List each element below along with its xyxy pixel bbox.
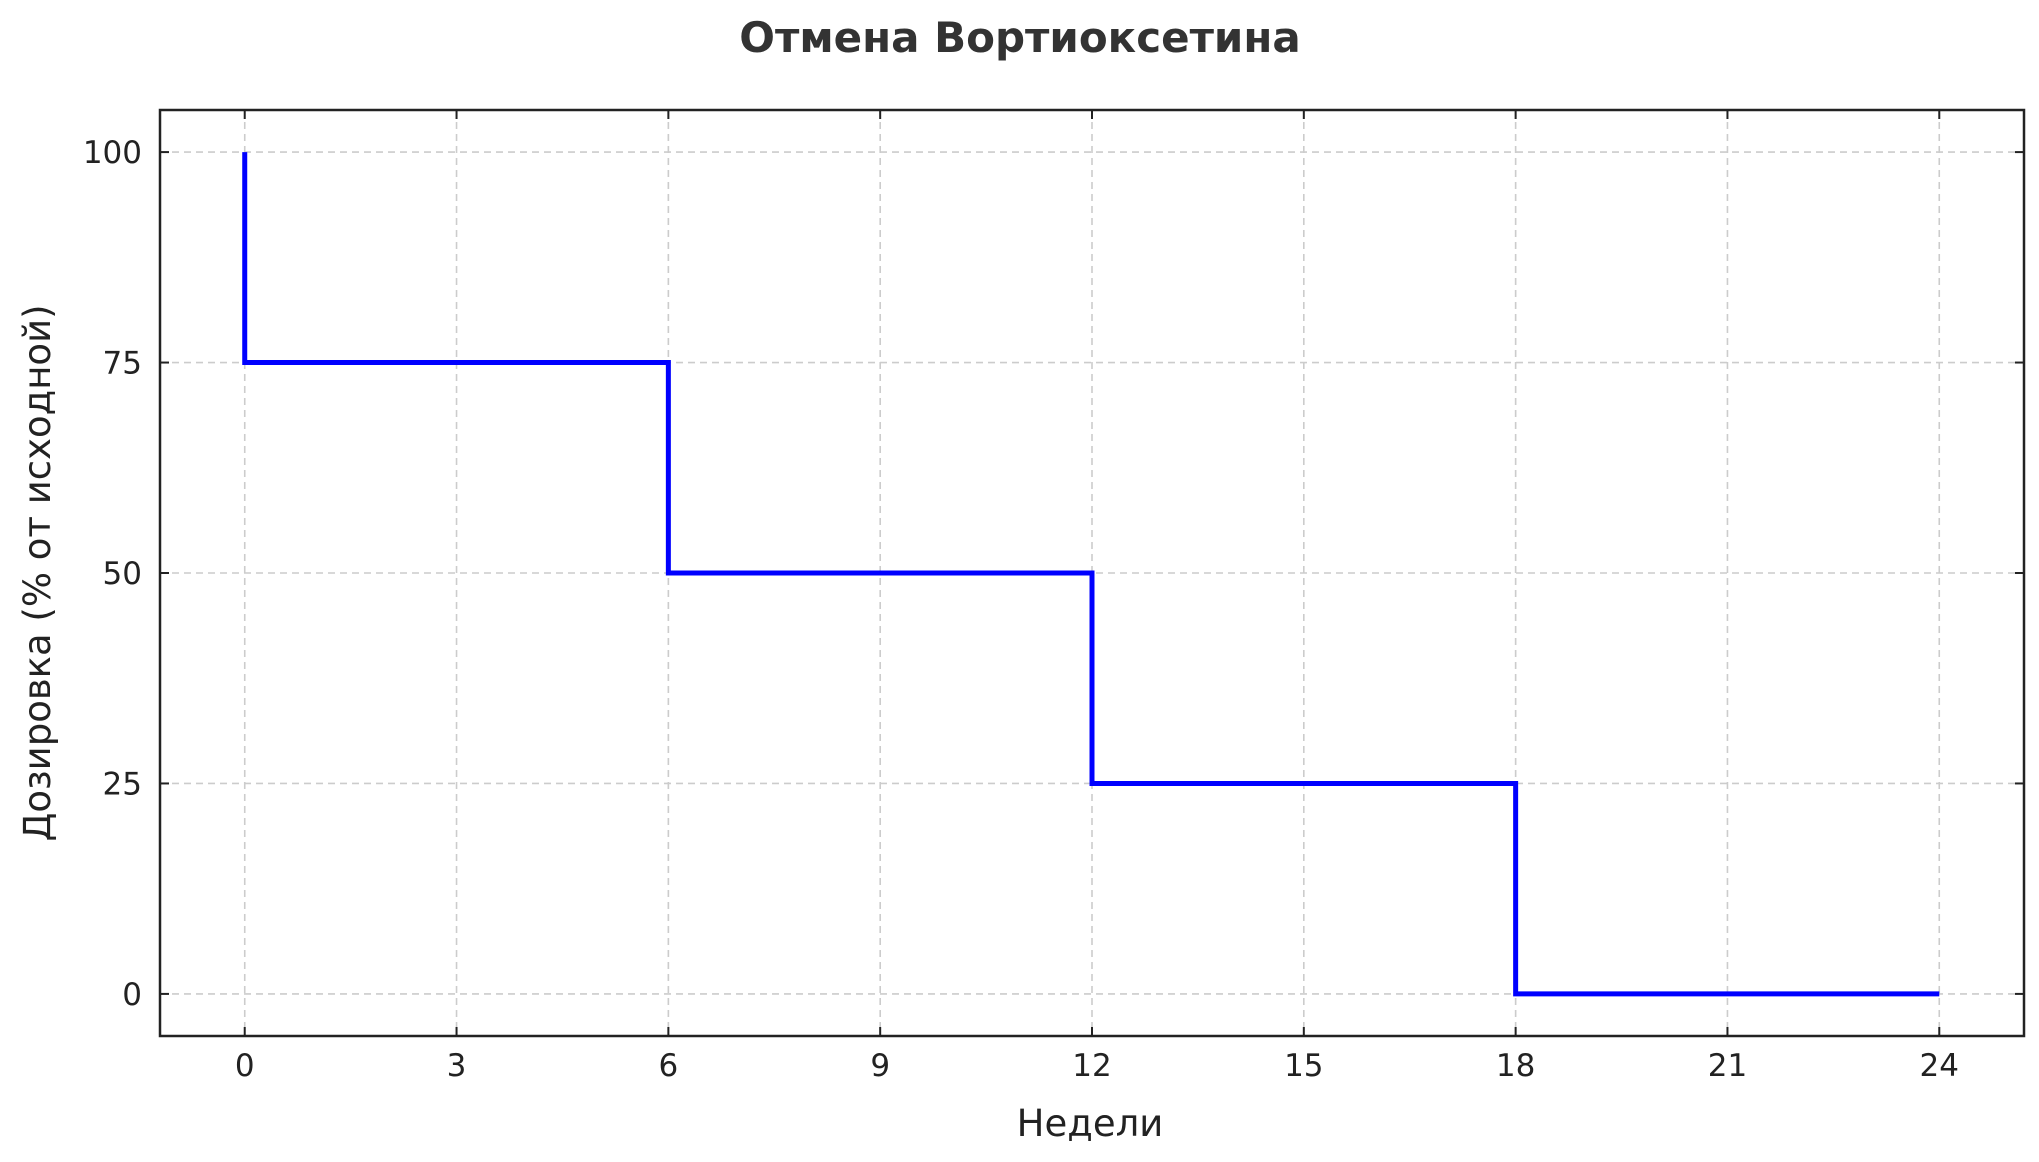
x-axis-label: Недели [1017,1102,1164,1145]
chart-title: Отмена Вортиоксетина [739,13,1300,62]
ticks: 0 3 6 9 12 15 18 21 24 0 25 50 75 100 [83,110,2024,1084]
x-tick-label: 15 [1284,1048,1323,1084]
series-line [242,152,1940,997]
x-tick-label: 3 [447,1048,467,1084]
y-tick-label: 100 [83,135,142,171]
x-tick-label: 12 [1072,1048,1111,1084]
y-tick-label: 50 [103,556,142,592]
y-axis-label: Дозировка (% от исходной) [16,304,59,841]
y-tick-label: 0 [122,977,142,1013]
x-tick-label: 21 [1708,1048,1747,1084]
x-tick-label: 24 [1920,1048,1959,1084]
y-tick-label: 25 [103,766,142,802]
x-tick-label: 6 [658,1048,678,1084]
x-tick-label: 0 [235,1048,255,1084]
x-tick-label: 9 [870,1048,890,1084]
y-tick-label: 75 [103,346,142,382]
x-tick-label: 18 [1496,1048,1535,1084]
series-layer [242,152,1940,997]
